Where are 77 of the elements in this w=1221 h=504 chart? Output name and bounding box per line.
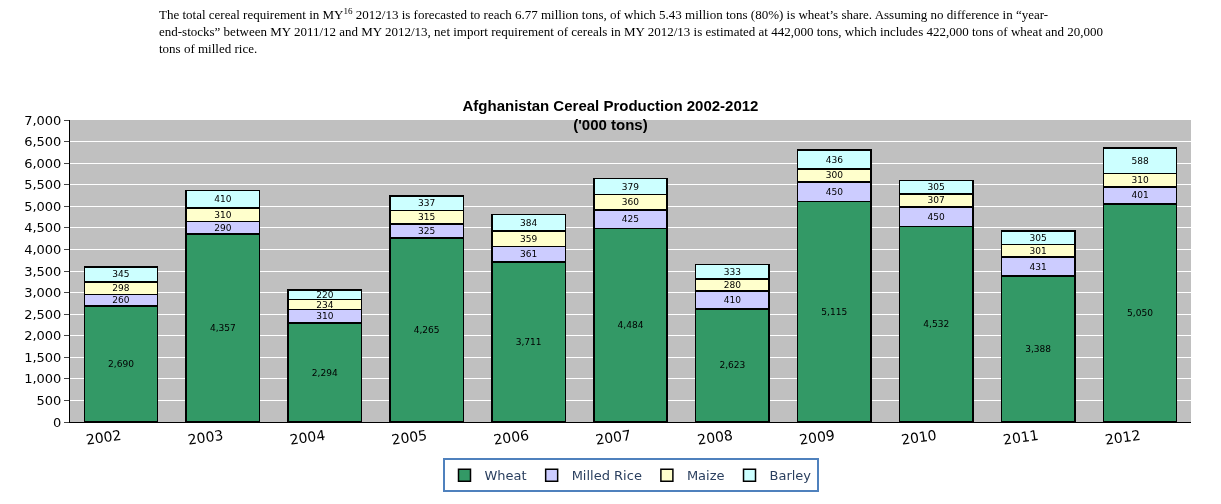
- x-tick-label: 2012: [1103, 426, 1142, 448]
- data-label: 307: [927, 195, 945, 206]
- x-tick-label: 2006: [492, 426, 531, 448]
- x-tick-label: 2010: [900, 426, 938, 448]
- x-tick-label: 2008: [696, 426, 734, 448]
- x-tick-label: 2002: [84, 426, 123, 448]
- x-tick-label: 2007: [594, 426, 632, 448]
- data-label: 234: [316, 299, 334, 310]
- data-label: 345: [112, 269, 130, 280]
- data-label: 361: [519, 249, 538, 260]
- y-tick-label: 1,000: [24, 371, 62, 387]
- data-label: 310: [214, 209, 232, 220]
- data-label: 588: [1131, 155, 1149, 166]
- data-label: 410: [723, 295, 742, 306]
- data-label: 5,050: [1127, 308, 1154, 319]
- data-label: 425: [621, 214, 640, 225]
- y-tick-label: 3,500: [24, 263, 62, 279]
- legend-label: Milled Rice: [571, 468, 642, 484]
- data-label: 436: [825, 154, 844, 165]
- y-tick-label: 500: [36, 392, 62, 408]
- data-label: 305: [927, 182, 945, 193]
- legend-label: Barley: [769, 468, 812, 484]
- y-tick-label: 2,500: [24, 306, 62, 322]
- y-tick-label: 1,500: [24, 349, 62, 365]
- x-tick-label: 2011: [1002, 426, 1040, 448]
- y-tick-label: 4,000: [24, 241, 62, 257]
- data-label: 301: [1029, 245, 1047, 256]
- data-label: 360: [621, 197, 640, 208]
- data-label: 300: [825, 170, 844, 181]
- data-label: 450: [825, 186, 844, 197]
- data-label: 290: [214, 222, 232, 233]
- y-tick-label: 6,500: [24, 134, 62, 150]
- data-label: 220: [316, 289, 334, 300]
- data-label: 410: [214, 194, 232, 205]
- chart-title: Afghanistan Cereal Production 2002-2012: [462, 96, 759, 114]
- data-label: 3,711: [515, 336, 542, 347]
- data-label: 359: [519, 233, 538, 244]
- data-label: 4,265: [413, 325, 440, 336]
- y-tick-label: 7,000: [24, 112, 62, 128]
- data-label: 4,484: [617, 320, 644, 331]
- data-label: 2,623: [719, 360, 746, 371]
- data-label: 5,115: [821, 306, 848, 317]
- y-tick-label: 2,000: [24, 328, 62, 344]
- data-label: 333: [723, 266, 742, 277]
- data-label: 379: [621, 181, 640, 192]
- legend-label: Wheat: [484, 468, 527, 484]
- y-tick-label: 0: [53, 414, 62, 430]
- data-label: 2,294: [311, 367, 338, 378]
- data-label: 310: [1131, 175, 1149, 186]
- y-tick-label: 4,500: [24, 220, 62, 236]
- y-tick-label: 6,000: [24, 155, 62, 171]
- x-tick-label: 2009: [798, 426, 836, 448]
- data-label: 260: [112, 295, 130, 306]
- data-label: 325: [418, 226, 436, 236]
- data-label: 310: [316, 311, 334, 322]
- data-label: 305: [1029, 232, 1047, 243]
- data-label: 2,690: [108, 358, 135, 369]
- text: The total cereal requirement in MY$^{16}$ 2012/13 is forecasted to reach 6.77 million tons, of which 5.43 million tons (80%) is wheat’s share. Assuming no difference in “year-end-stocks” between MY 2011/12 and MY 2012/13, net import requirement of cereals in MY 2012/13 is estimated at 442,000 tons, which includes 422,000 tons of wheat and 20,000 tons of milled rice.: [159, 6, 1104, 57]
- x-tick-label: 2004: [288, 426, 327, 448]
- y-tick-label: 5,500: [24, 177, 62, 193]
- data-label: 3,388: [1025, 343, 1052, 354]
- y-tick-label: 3,000: [24, 285, 62, 301]
- data-label: 280: [723, 280, 742, 291]
- data-label: 384: [519, 217, 538, 228]
- data-label: 431: [1029, 261, 1047, 272]
- chart-subtitle: ('000 tons): [573, 116, 648, 134]
- y-tick-label: 5,000: [24, 198, 62, 214]
- data-label: 315: [418, 212, 436, 223]
- data-label: 4,357: [209, 323, 236, 334]
- data-label: 4,532: [923, 319, 950, 330]
- data-label: 450: [927, 211, 946, 222]
- data-label: 298: [112, 283, 130, 294]
- legend-label: Maize: [686, 468, 725, 484]
- x-tick-label: 2005: [390, 426, 429, 448]
- x-tick-label: 2003: [186, 426, 225, 448]
- data-label: 401: [1131, 190, 1149, 201]
- data-label: 337: [418, 198, 436, 209]
